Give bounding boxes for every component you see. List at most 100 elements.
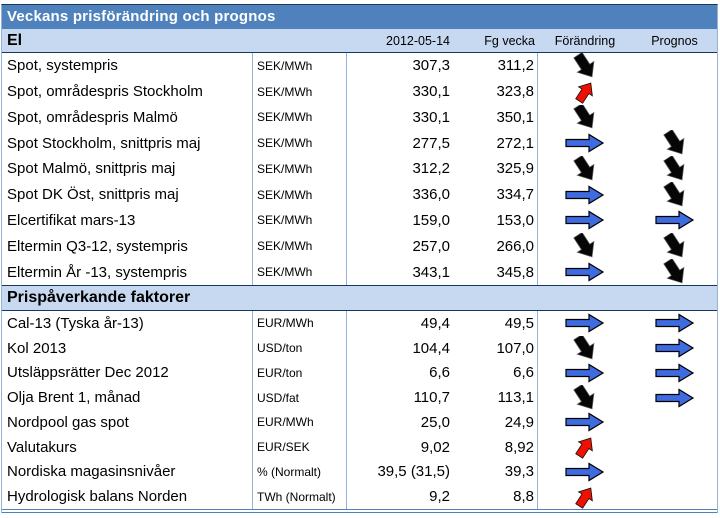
- forecast-arrow-cell: [632, 130, 717, 156]
- change-arrow-cell: [538, 435, 632, 460]
- arrow-right-icon: [654, 313, 694, 333]
- table-row: Nordiska magasinsnivåer % (Normalt) 39,5…: [2, 459, 717, 485]
- row-unit: EUR/MWh: [253, 310, 347, 336]
- row-label: Eltermin Q3-12, systempris: [2, 233, 253, 260]
- row-label: Spot, områdespris Malmö: [2, 104, 253, 131]
- arrow-right-icon: [654, 210, 694, 231]
- current-value: 110,7: [413, 389, 450, 407]
- forecast-arrow-cell: [632, 181, 717, 208]
- table-row: Hydrologisk balans Norden TWh (Normalt) …: [2, 484, 717, 509]
- table-row: Spot DK Öst, snittpris maj SEK/MWh 336,0…: [2, 181, 717, 208]
- previous-value: 153,0: [455, 207, 538, 234]
- current-value: 9,2: [429, 488, 450, 506]
- arrow-right-icon: [565, 185, 605, 205]
- current-value: 159,0: [412, 211, 450, 229]
- change-arrow-cell: [538, 459, 632, 484]
- arrow-right-icon: [565, 462, 605, 482]
- row-unit: SEK/MWh: [253, 181, 347, 208]
- arrow-down-icon: [573, 385, 595, 409]
- change-arrow-cell: [538, 53, 632, 79]
- previous-value: 325,9: [455, 156, 538, 182]
- forecast-arrow-cell: [632, 484, 717, 509]
- current-value: 307,3: [412, 57, 450, 75]
- forecast-arrow-cell: [632, 385, 717, 410]
- row-label: Spot, systempris: [2, 53, 253, 79]
- forecast-arrow-cell: [632, 459, 717, 484]
- forecast-arrow-cell: [632, 208, 717, 234]
- change-arrow-cell: [538, 104, 632, 131]
- arrow-right-icon: [565, 262, 605, 282]
- change-arrow-cell: [538, 484, 632, 509]
- row-label: Spot Stockholm, snittpris maj: [2, 130, 253, 157]
- table-row: Elcertifikat mars-13 SEK/MWh 159,0 153,0: [2, 207, 717, 234]
- column-header-change: Förändring: [554, 33, 616, 48]
- previous-value: 107,0: [455, 335, 538, 361]
- arrow-down-icon: [573, 53, 595, 78]
- arrow-right-icon: [654, 338, 694, 358]
- row-label: Cal-13 (Tyska år-13): [2, 310, 253, 336]
- current-value: 257,0: [412, 237, 450, 255]
- current-value: 330,1: [412, 83, 450, 101]
- previous-value: 113,1: [455, 385, 538, 410]
- change-arrow-cell: [538, 130, 632, 156]
- arrow-down-icon: [573, 104, 595, 129]
- row-unit: SEK/MWh: [253, 233, 347, 260]
- arrow-down-icon: [662, 181, 684, 207]
- previous-value: 6,6: [455, 360, 538, 386]
- row-label: Olja Brent 1, månad: [2, 385, 253, 410]
- section-factors-rows: Cal-13 (Tyska år-13) EUR/MWh 49,4 49,5 K…: [2, 310, 717, 509]
- row-label: Spot Malmö, snittpris maj: [2, 156, 253, 182]
- row-unit: SEK/MWh: [253, 53, 347, 79]
- column-header-forecast: Prognos: [651, 33, 698, 48]
- row-label: Elcertifikat mars-13: [2, 207, 253, 234]
- row-unit: EUR/MWh: [253, 409, 347, 435]
- table-row: Spot, systempris SEK/MWh 307,3 311,2: [2, 53, 717, 79]
- arrow-down-icon: [662, 259, 684, 284]
- change-arrow-cell: [538, 233, 632, 259]
- row-label: Nordpool gas spot: [2, 409, 253, 435]
- arrow-down-icon: [662, 233, 684, 258]
- forecast-arrow-cell: [632, 360, 717, 385]
- current-value: 9,02: [420, 438, 450, 456]
- current-value: 312,2: [412, 160, 450, 178]
- change-arrow-cell: [538, 311, 632, 336]
- price-report-table: Veckans prisförändring och prognos El 20…: [1, 4, 718, 513]
- row-unit: USD/fat: [253, 385, 347, 410]
- table-row: Valutakurs EUR/SEK 9,02 8,92: [2, 434, 717, 460]
- current-value: 277,5: [412, 134, 450, 152]
- arrow-right-icon: [565, 412, 605, 432]
- row-unit: SEK/MWh: [253, 130, 347, 157]
- row-label: Nordiska magasinsnivåer: [2, 459, 253, 485]
- forecast-arrow-cell: [632, 79, 717, 105]
- row-label: Hydrologisk balans Norden: [2, 484, 253, 509]
- previous-value: 323,8: [455, 78, 538, 105]
- row-label: Eltermin År -13, systempris: [2, 259, 253, 285]
- row-unit: USD/ton: [253, 335, 347, 361]
- forecast-arrow-cell: [632, 259, 717, 285]
- table-row: Eltermin Q3-12, systempris SEK/MWh 257,0…: [2, 233, 717, 260]
- previous-value: 272,1: [455, 130, 538, 157]
- change-arrow-cell: [538, 360, 632, 385]
- arrow-right-icon: [565, 363, 605, 383]
- previous-value: 334,7: [455, 181, 538, 208]
- row-unit: SEK/MWh: [253, 104, 347, 131]
- table-row: Olja Brent 1, månad USD/fat 110,7 113,1: [2, 385, 717, 410]
- forecast-arrow-cell: [632, 105, 717, 131]
- arrow-down-icon: [573, 335, 595, 360]
- arrow-right-icon: [565, 210, 605, 231]
- previous-value: 350,1: [455, 104, 538, 131]
- column-header-date: 2012-05-14: [386, 33, 450, 48]
- table-row: Cal-13 (Tyska år-13) EUR/MWh 49,4 49,5: [2, 310, 717, 336]
- row-label: Kol 2013: [2, 335, 253, 361]
- section-el-rows: Spot, systempris SEK/MWh 307,3 311,2 Spo…: [2, 53, 717, 285]
- table-bottom-border: [2, 508, 717, 513]
- forecast-arrow-cell: [632, 435, 717, 460]
- forecast-arrow-cell: [632, 311, 717, 336]
- table-row: Utsläppsrätter Dec 2012 EUR/ton 6,6 6,6: [2, 360, 717, 386]
- change-arrow-cell: [538, 410, 632, 435]
- row-label: Spot, områdespris Stockholm: [2, 78, 253, 105]
- change-arrow-cell: [538, 385, 632, 410]
- row-unit: SEK/MWh: [253, 259, 347, 285]
- row-label: Valutakurs: [2, 434, 253, 460]
- forecast-arrow-cell: [632, 336, 717, 361]
